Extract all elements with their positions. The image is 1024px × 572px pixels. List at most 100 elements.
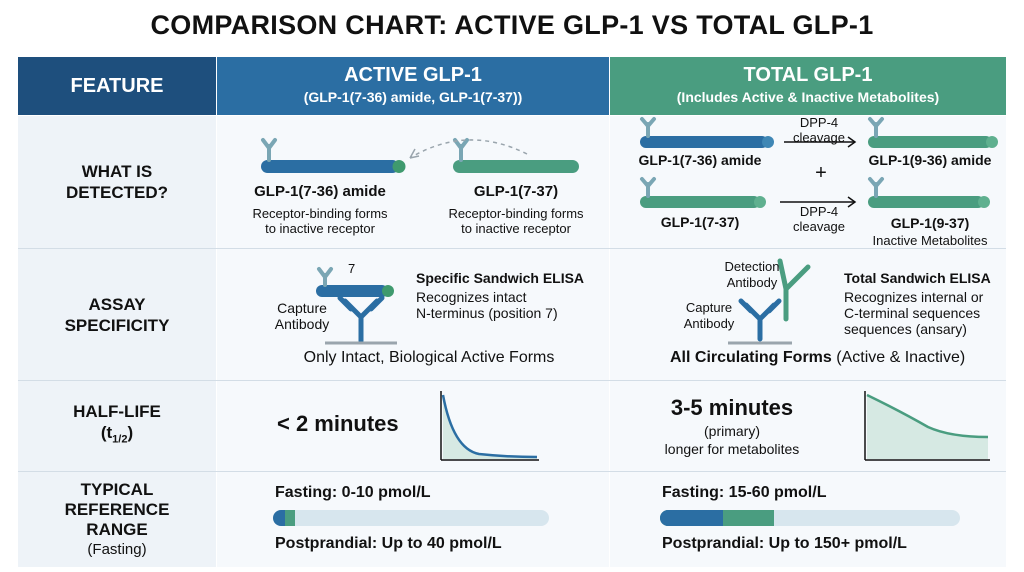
arrow-right-icon [780,196,857,208]
halflife-note: (primary) [704,423,760,439]
row-label-range: TYPICAL REFERENCE RANGE (Fasting) [18,472,216,567]
arrow-right-icon [784,136,857,148]
assay-summary: All Circulating Forms (Active & Inactive… [670,349,965,367]
peptide-diagram [261,138,579,173]
label-part: ) [127,423,134,443]
range-bar-fill [273,510,296,526]
comparison-table: FEATURE ACTIVE GLP-1 (GLP-1(7-36) amide,… [18,57,1006,567]
halflife-note: longer for metabolites [664,441,800,457]
header-active: ACTIVE GLP-1 (GLP-1(7-36) amide, GLP-1(7… [217,57,609,115]
active-mol2-desc: Receptor-binding forms [448,206,584,221]
header-feature-label: FEATURE [70,74,164,97]
plus-sign: + [815,162,827,184]
active-mol2-name: GLP-1(7-37) [473,183,559,200]
range-bar-fill [660,510,723,526]
row-label-assay: ASSAY SPECIFICITY [18,249,216,380]
cleavage-label: DPP-4 [799,204,839,219]
capture-antibody-label: Capture [685,300,733,315]
row-label-line: RANGE [86,519,148,539]
assay-summary-bold: All Circulating Forms [670,349,832,366]
assay-desc: Recognizes internal or [844,289,984,305]
active-mol1-desc: to inactive receptor [265,221,375,236]
label-subscript: 1/2 [112,433,128,446]
detection-antibody-label: Detection [724,259,780,274]
cleavage-label: cleavage [792,219,846,234]
cleavage-label: DPP-4 [799,115,839,130]
range-bar [660,510,960,526]
row-label-line: HALF-LIFE [73,402,161,422]
capture-antibody-label: Antibody [274,316,330,332]
cell-total-assay: Detection Antibody Capture Antibody Tota… [610,249,1006,380]
cell-active-halflife: < 2 minutes [217,381,609,471]
total-mol2-name: GLP-1(7-37) [660,214,740,230]
peptide-icon [640,117,774,148]
peptide-icon [868,117,998,148]
elisa-specific-diagram [316,267,397,345]
halflife-value: < 2 minutes [277,411,399,436]
page-title: COMPARISON CHART: ACTIVE GLP-1 VS TOTAL … [150,10,874,40]
row-label-detected: WHAT IS DETECTED? [18,116,216,248]
fasting-range: Fasting: 0-10 pmol/L [275,484,431,501]
capture-antibody-label: Antibody [683,316,735,331]
peptide-icon [868,177,990,208]
active-mol1-desc: Receptor-binding forms [252,206,388,221]
capture-antibody-label: Capture [277,300,327,316]
assay-desc: N-terminus (position 7) [416,305,558,321]
row-label-line: TYPICAL [80,479,154,499]
assay-desc: C-terminal sequences [844,305,981,321]
row-label-line: WHAT IS [81,162,153,181]
peptide-icon [261,138,406,173]
postprandial-range: Postprandial: Up to 150+ pmol/L [662,535,907,552]
antibody-icon [325,295,397,345]
cell-total-range: Fasting: 15-60 pmol/L Postprandial: Up t… [610,472,1006,567]
active-mol2-desc: to inactive receptor [461,221,571,236]
header-active-label: ACTIVE GLP-1 [344,64,482,86]
dashed-arrow-icon [409,139,528,159]
assay-desc: sequences (ansary) [844,321,967,337]
row-label-halflife: HALF-LIFE (t1/2) [18,381,216,471]
row-label-line: DETECTED? [66,183,168,202]
header-active-sub: (GLP-1(7-36) amide, GLP-1(7-37)) [303,89,523,105]
detection-antibody-label: Antibody [726,275,778,290]
total-met2-name: GLP-1(9-37) [890,215,970,231]
cell-total-halflife: 3-5 minutes (primary) longer for metabol… [610,381,1006,471]
elisa-total-diagram [728,258,811,345]
peptide-icon [453,138,579,173]
halflife-value: 3-5 minutes [670,395,794,420]
antibody-icon [728,298,792,345]
header-total: TOTAL GLP-1 (Includes Active & Inactive … [610,57,1006,115]
peptide-icon [316,267,394,297]
peptide-icon [640,177,766,208]
total-met1-name: GLP-1(9-36) amide [868,152,992,168]
antibody-icon [777,258,811,322]
row-label-line: SPECIFICITY [64,315,170,335]
cell-active-assay: 7 Capture Antibody Specific Sandwich ELI… [217,249,609,380]
row-label-line: (Fasting) [87,540,147,558]
cell-total-detected: DPP-4 cleavage GLP-1(7-36) amide + GLP-1… [610,115,1006,248]
assay-summary-rest: (Active & Inactive) [831,349,966,366]
decay-curve-fast [440,391,539,461]
cleavage-diagram [640,117,998,208]
row-divider [18,248,1006,249]
total-mol1-name: GLP-1(7-36) amide [638,152,762,168]
range-bar [273,510,549,526]
row-label-line: ASSAY [88,294,146,314]
row-label-line: (t1/2) [101,422,133,450]
assay-desc: Recognizes intact [416,289,527,305]
header-total-label: TOTAL GLP-1 [743,64,873,86]
decay-curve-slow [864,391,990,461]
row-divider [18,471,1006,472]
assay-summary: Only Intact, Biological Active Forms [303,349,555,366]
cleavage-label: cleavage [792,130,846,145]
row-divider [18,380,1006,381]
fasting-range: Fasting: 15-60 pmol/L [662,484,827,501]
header-total-sub: (Includes Active & Inactive Metabolites) [676,89,940,105]
total-met-desc: Inactive Metabolites [872,233,988,248]
active-mol1-name: GLP-1(7-36) amide [254,183,386,200]
position-label: 7 [348,261,356,276]
header-feature: FEATURE [18,57,216,115]
assay-method: Total Sandwich ELISA [844,270,991,286]
assay-method: Specific Sandwich ELISA [416,270,585,286]
postprandial-range: Postprandial: Up to 40 pmol/L [275,535,502,552]
row-label-line: REFERENCE [64,499,170,519]
